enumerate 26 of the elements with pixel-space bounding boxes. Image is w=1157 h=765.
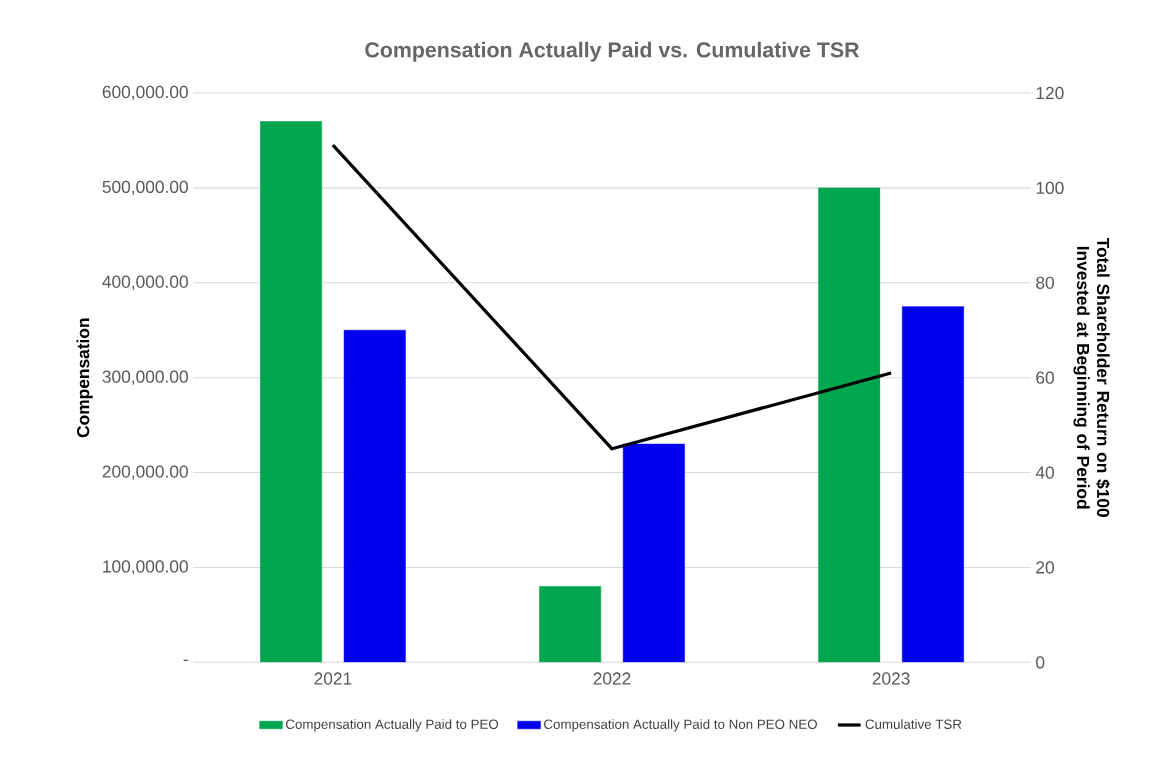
y-tick-label: 500,000.00	[102, 180, 188, 196]
y2-tick-label: 80	[1036, 276, 1054, 289]
y-tick-label: 100,000.00	[103, 560, 188, 575]
bar	[539, 586, 602, 663]
x-tick-label: 2022	[593, 672, 631, 685]
y-tick-label: 200,000.00	[102, 465, 188, 480]
x-tick-label: 2021	[314, 672, 352, 685]
legend-label: Cumulative TSR	[865, 719, 962, 729]
bar	[260, 121, 322, 663]
y2-tick-label: 20	[1036, 561, 1054, 574]
y-tick-label: -	[183, 659, 188, 662]
y-tick-label: 400,000.00	[102, 275, 188, 290]
chart-title: Compensation Actually Paid vs. Cumulative TSR	[365, 41, 860, 62]
y-tick-label: 300,000.00	[102, 370, 188, 385]
y2-tick-label: 40	[1035, 466, 1054, 479]
bar	[818, 187, 881, 663]
legend-label: Compensation Actually Paid to Non PEO NEO	[544, 719, 817, 732]
y2-tick-label: 100	[1036, 181, 1064, 195]
y2-axis-title: Total Shareholder Return on $100 Invested at Beginning of Period	[1073, 237, 1110, 517]
y2-tick-label: 60	[1036, 371, 1054, 384]
y-tick-label: 600,000.00	[102, 85, 188, 101]
legend-label: Compensation Actually Paid to PEO	[286, 719, 499, 732]
y2-tick-label: 120	[1036, 86, 1064, 100]
x-tick-label: 2023	[872, 672, 910, 685]
y2-tick-label: 0	[1036, 656, 1045, 669]
y-axis-title: Compensation	[76, 318, 93, 438]
